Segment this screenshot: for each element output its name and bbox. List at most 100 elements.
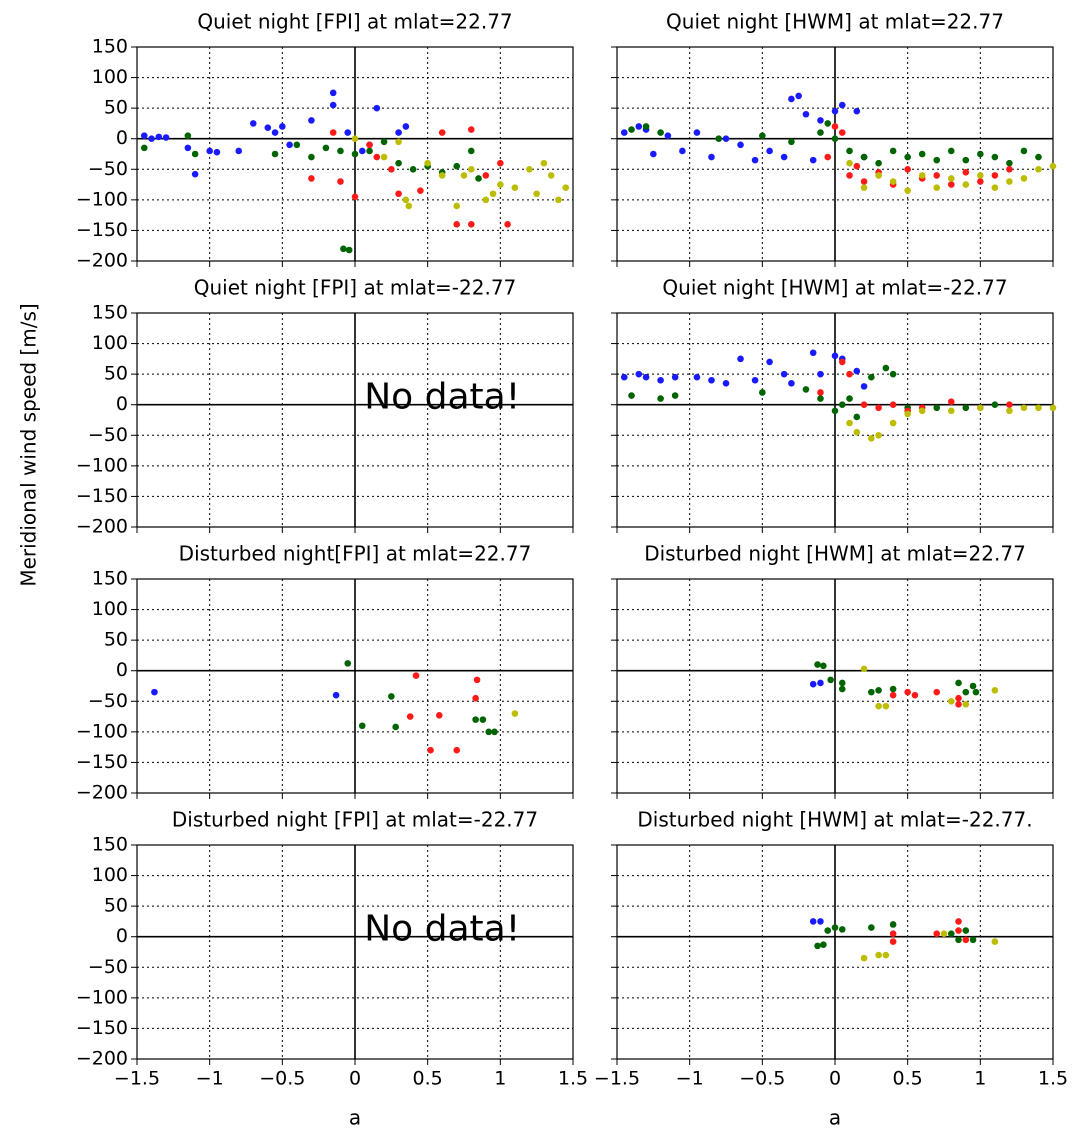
point [380,138,388,146]
point [889,930,897,937]
point [344,660,352,667]
point [860,954,868,962]
subplot: Disturbed night [FPI] at mlat=-22.77 −1.5… [76,808,588,1130]
y-tick-label: −150 [76,751,128,773]
point [453,202,461,210]
point [1035,153,1042,161]
point [155,133,163,141]
point [846,370,853,378]
point [817,117,824,124]
point [271,129,279,136]
point [184,132,192,139]
point [412,672,420,679]
point [889,685,897,693]
point [438,172,446,179]
point [151,688,158,696]
point [751,156,759,164]
point [889,370,897,378]
point [955,701,962,708]
point [395,190,402,198]
point [271,150,279,158]
point [358,147,366,155]
x-tick-label: −0.5 [259,1068,305,1090]
point [337,178,344,185]
axes-frame [136,844,574,1060]
y-tick-label: −100 [76,454,128,476]
point [868,924,875,931]
point [511,184,519,191]
point [933,930,941,937]
y-tick-label: −150 [76,485,128,507]
point [853,162,861,170]
point [889,178,897,185]
point [955,679,962,687]
y-tick-label: −100 [76,188,128,210]
point [889,938,897,945]
point [991,401,999,409]
y-tick-label: 150 [92,834,128,856]
point [820,941,827,948]
y-tick-label: 0 [116,659,128,681]
point [366,147,373,155]
point [395,138,402,146]
point [846,147,853,155]
point [947,181,955,188]
point [191,150,199,158]
point [875,159,882,167]
point [206,147,213,155]
point [972,688,980,696]
point [809,349,817,357]
point [889,691,897,699]
point [406,713,414,720]
point [947,175,955,182]
point [875,951,882,959]
point [824,153,832,161]
point [846,419,853,427]
point [472,716,479,723]
y-tick-label: −150 [76,219,128,241]
point [868,435,875,442]
point [860,184,868,191]
x-tick-label: 1 [974,1068,986,1090]
point [904,410,911,418]
point [737,141,744,149]
axes-frame [136,46,574,262]
point [759,389,766,396]
point [838,358,846,366]
point [511,710,519,717]
point [424,159,431,167]
point [388,693,395,700]
point [453,162,461,170]
point [831,135,839,143]
point [947,697,955,705]
point [388,165,395,173]
point [817,679,824,687]
point [722,135,730,143]
point [904,165,911,173]
subplot: Disturbed night[FPI] at mlat=22.77 150 100… [76,542,574,804]
point [889,921,897,928]
point [409,165,417,173]
point [249,120,257,127]
point [918,172,926,179]
y-tick-label: −200 [76,782,128,804]
y-tick-label: −100 [76,986,128,1008]
x-tick-label: 1.5 [558,1068,588,1090]
point [467,221,475,228]
subplot: Quiet night [HWM] at mlat=22.77 [611,10,1057,267]
point [1049,404,1057,412]
point [918,150,926,158]
point [555,196,562,204]
axes-frame [136,312,574,528]
point [491,728,498,736]
point [838,685,846,693]
point [817,918,824,925]
point [708,376,715,384]
point [635,123,643,130]
subplot-title: Quiet night [HWM] at mlat=-22.77 [662,276,1007,300]
point [824,927,832,934]
y-tick-label: −200 [76,516,128,538]
point [831,407,839,415]
point [293,141,301,149]
